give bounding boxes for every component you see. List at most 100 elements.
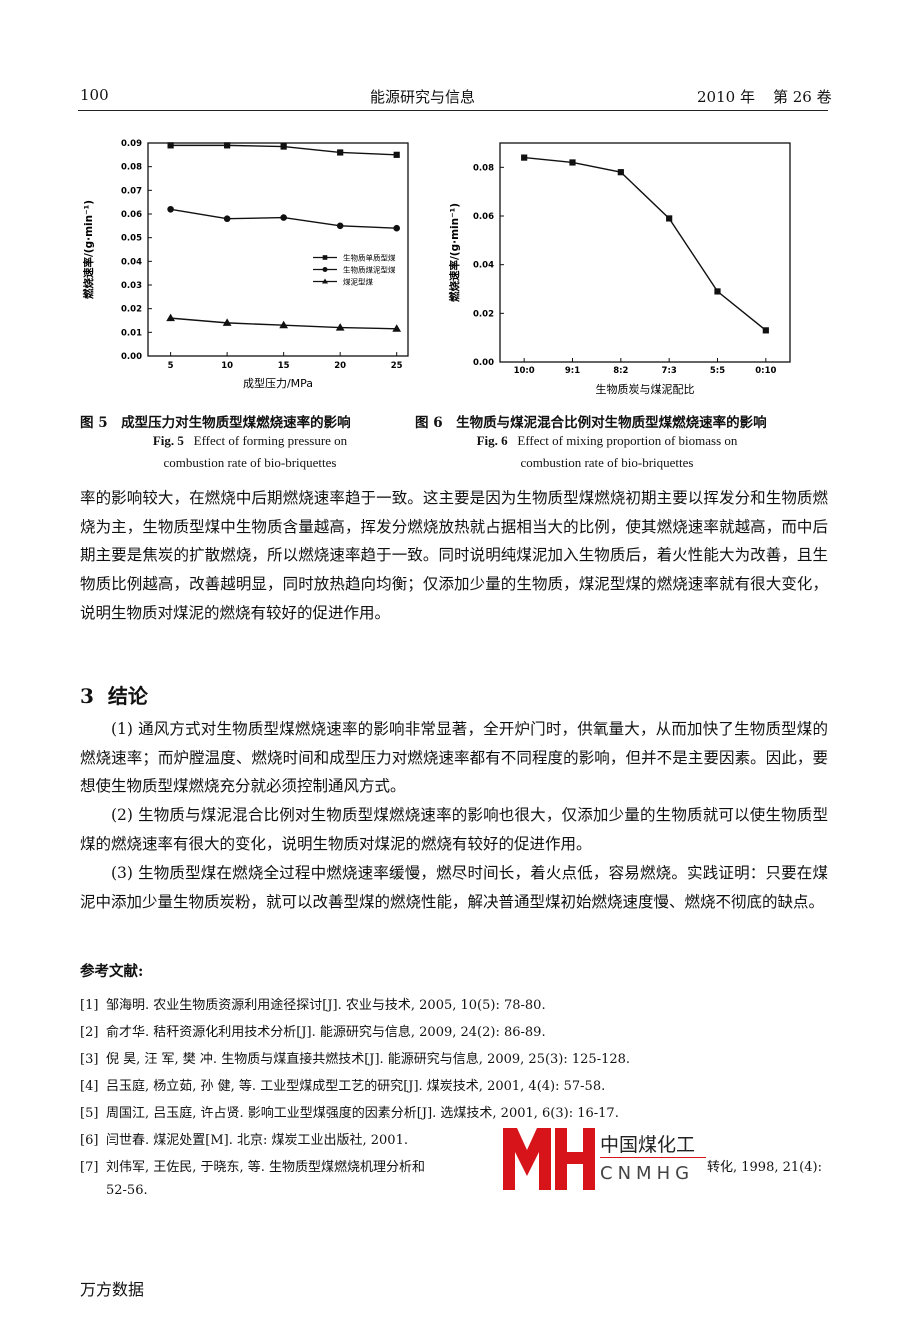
watermark-cn: 中国煤化工 (600, 1134, 696, 1156)
plot-frame (147, 142, 409, 357)
y-tick-label: 0.05 (121, 234, 142, 244)
paragraph: (3) 生物质型煤在燃烧全过程中燃烧速率缓慢，燃尽时间长，着火点低，容易燃烧。实… (80, 864, 828, 911)
reference-text: 吕玉庭, 杨立茹, 孙 健, 等. 工业型煤成型工艺的研究[J]. 煤炭技术, … (106, 1079, 606, 1094)
y-tick-label: 0.06 (121, 210, 142, 220)
year: 2010 年 (697, 88, 755, 106)
y-tick-label: 0.01 (121, 328, 142, 338)
y-tick-label: 0.07 (121, 186, 142, 196)
volume: 第 26 卷 (773, 88, 832, 106)
point (167, 142, 174, 149)
reference-continuation: 52-56. (106, 1183, 148, 1198)
y-tick-label: 0.02 (121, 305, 142, 315)
title: Effect of forming pressure on (193, 433, 348, 448)
header-rule (78, 110, 828, 111)
x-tick-label: 10 (221, 361, 233, 371)
y-tick-label: 0.02 (473, 309, 494, 319)
section-title: 结论 (107, 684, 148, 708)
x-tick-label: 25 (391, 361, 403, 371)
title: 生物质与煤泥混合比例对生物质型煤燃烧速率的影响 (456, 415, 767, 431)
legend-marker (322, 267, 328, 272)
x-axis-title: 生物质炭与煤泥配比 (596, 382, 695, 396)
reference-number: [4] (80, 1079, 99, 1094)
y-tick-label: 0.00 (473, 358, 494, 368)
logo (503, 1128, 595, 1190)
y-axis-title: 燃烧速率/(g·min⁻¹) (82, 200, 95, 299)
reference: [4] 吕玉庭, 杨立茹, 孙 健, 等. 工业型煤成型工艺的研究[J]. 煤炭技… (80, 1075, 605, 1094)
reference-text: 周国江, 吕玉庭, 许占贤. 影响工业型煤强度的因素分析[J]. 选煤技术, 2… (106, 1106, 619, 1121)
y-tick-label: 0.04 (121, 257, 142, 267)
reference-text: 倪 昊, 汪 军, 樊 冲. 生物质与煤直接共燃技术[J]. 能源研究与信息, … (106, 1052, 631, 1067)
reference: [5] 周国江, 吕玉庭, 许占贤. 影响工业型煤强度的因素分析[J]. 选煤技术… (80, 1102, 619, 1121)
point (393, 224, 400, 232)
y-tick-label: 0.09 (121, 139, 142, 149)
point (336, 222, 344, 230)
x-tick-label: 5 (168, 361, 174, 371)
page-number: 100 (80, 86, 109, 104)
caption-en: combustion rate of bio-briquettes (163, 455, 337, 470)
legend-label: 煤泥型煤 (343, 277, 373, 287)
point (280, 214, 287, 221)
title: 成型压力对生物质型煤燃烧速率的影响 (121, 415, 351, 431)
reference: [2] 俞才华. 秸秆资源化利用技术分析[J]. 能源研究与信息, 2009, 2… (80, 1021, 546, 1040)
point (392, 324, 402, 332)
point (224, 142, 231, 149)
watermark-logo (503, 1128, 595, 1190)
point (167, 205, 174, 213)
caption-en: Fig. 5 Effect of forming pressure on (153, 433, 347, 449)
reference-number: [7] (80, 1160, 99, 1175)
reference: [3] 倪 昊, 汪 军, 樊 冲. 生物质与煤直接共燃技术[J]. 能源研究与信… (80, 1048, 630, 1067)
reference-text: 转化, 1998, 21(4): (707, 1160, 822, 1175)
reference: [1] 邹海明. 农业生物质资源利用途径探讨[J]. 农业与技术, 2005, 1… (80, 994, 546, 1013)
reference-number: [2] (80, 1025, 99, 1040)
y-tick-label: 0.03 (121, 281, 142, 291)
x-tick-label: 9:1 (565, 366, 580, 376)
section-number: 3 (80, 684, 94, 708)
reference-number: [5] (80, 1106, 99, 1121)
reference: [7] 刘伟军, 王佐民, 于晓东, 等. 生物质型煤燃烧机理分析和 转化, 199… (80, 1156, 822, 1175)
point (393, 151, 400, 158)
legend-marker (322, 278, 328, 284)
caption-en: Fig. 6 Effect of mixing proportion of bi… (477, 433, 738, 449)
section-heading: 3 结论 (80, 680, 148, 709)
point (569, 159, 576, 166)
point (762, 327, 769, 334)
footer: 万方数据 (80, 1280, 145, 1299)
y-tick-label: 0.08 (473, 163, 494, 173)
reference-text: 刘伟军, 王佐民, 于晓东, 等. 生物质型煤燃烧机理分析和 (106, 1160, 426, 1175)
point (666, 215, 673, 222)
point (335, 323, 345, 331)
plot-frame (499, 142, 791, 363)
label: 图 5 (80, 415, 108, 431)
paragraph: 率的影响较大，在燃烧中后期燃烧速率趋于一致。这主要是因为生物质型煤燃烧初期主要以… (80, 489, 828, 622)
x-tick-label: 15 (278, 361, 290, 371)
point (222, 318, 232, 326)
point (337, 149, 344, 156)
reference-number: [6] (80, 1133, 99, 1148)
caption-en: combustion rate of bio-briquettes (520, 455, 694, 470)
series-line (524, 156, 767, 331)
x-tick-label: 8:2 (613, 366, 628, 376)
reference-text: 俞才华. 秸秆资源化利用技术分析[J]. 能源研究与信息, 2009, 24(2… (106, 1025, 546, 1040)
legend-label: 生物质单质型煤 (343, 253, 396, 263)
label: Fig. 5 (152, 433, 184, 448)
point (280, 143, 287, 150)
reference-number: [3] (80, 1052, 99, 1067)
y-tick-label: 0.06 (473, 212, 494, 222)
x-tick-label: 10:0 (514, 366, 535, 376)
paragraph: (2) 生物质与煤泥混合比例对生物质型煤燃烧速率的影响也很大，仅添加少量的生物质… (80, 806, 828, 853)
watermark-rule (600, 1157, 706, 1158)
x-tick-label: 7:3 (662, 366, 677, 376)
reference-text: 邹海明. 农业生物质资源利用途径探讨[J]. 农业与技术, 2005, 10(5… (106, 998, 546, 1013)
point (166, 313, 175, 322)
figures: 0.00 0.01 0.02 0.03 0.04 0.05 0.06 0.07 0.08 0.09… (82, 139, 791, 396)
caption-cn: 图 6 生物质与煤泥混合比例对生物质型煤燃烧速率的影响 (415, 411, 767, 431)
point (617, 169, 624, 176)
watermark-en: CNMHG (600, 1163, 695, 1184)
title: Effect of mixing proportion of biomass o… (517, 433, 738, 448)
y-axis-title: 燃烧速率/(g·min⁻¹) (448, 203, 461, 302)
point (279, 320, 289, 329)
legend-label: 生物质煤泥型煤 (343, 265, 396, 275)
reference-number: [1] (80, 998, 99, 1013)
x-axis-title: 成型压力/MPa (243, 376, 313, 390)
